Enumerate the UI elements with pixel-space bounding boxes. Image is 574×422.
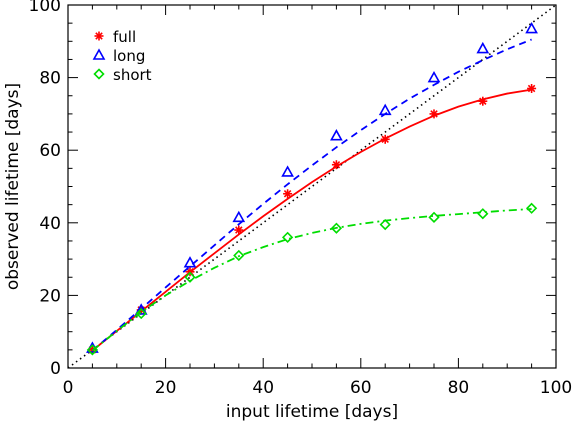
series-line-long bbox=[91, 38, 532, 352]
point-short bbox=[184, 271, 196, 283]
point-full bbox=[429, 109, 439, 119]
point-short bbox=[135, 307, 147, 320]
series-line-short bbox=[91, 208, 532, 352]
point-long bbox=[427, 70, 441, 83]
y-tick-label: 40 bbox=[39, 214, 61, 234]
series-line-full bbox=[91, 88, 532, 352]
point-short bbox=[233, 249, 245, 262]
x-tick-label: 0 bbox=[63, 378, 74, 398]
point-full bbox=[234, 225, 244, 235]
point-short bbox=[330, 222, 343, 234]
y-axis-label: observed lifetime [days] bbox=[3, 83, 23, 290]
point-long bbox=[525, 21, 538, 34]
point-short bbox=[428, 211, 440, 223]
point-long bbox=[232, 210, 246, 223]
point-long bbox=[476, 41, 490, 54]
point-full bbox=[283, 189, 293, 199]
legend-marker-full bbox=[94, 31, 104, 41]
plot-area bbox=[68, 5, 556, 368]
point-short bbox=[281, 231, 294, 243]
point-full bbox=[527, 83, 537, 93]
identity-line bbox=[68, 5, 556, 368]
x-tick-label: 40 bbox=[252, 378, 274, 398]
point-long bbox=[134, 303, 148, 315]
point-short bbox=[477, 208, 489, 220]
y-tick-label: 20 bbox=[39, 286, 61, 306]
point-short bbox=[525, 202, 538, 214]
x-axis-label: input lifetime [days] bbox=[226, 402, 398, 422]
point-full bbox=[380, 134, 390, 144]
x-tick-label: 80 bbox=[448, 378, 470, 398]
axis-tick-labels: 0 20 40 60 80 100 0 20 40 60 80 100 bbox=[29, 0, 573, 398]
point-full bbox=[331, 160, 341, 170]
y-tick-label: 60 bbox=[39, 141, 61, 161]
legend-marker-long bbox=[92, 48, 106, 60]
x-tick-label: 60 bbox=[350, 378, 372, 398]
legend-marker-short bbox=[93, 68, 105, 80]
point-full bbox=[478, 96, 488, 106]
point-long bbox=[330, 129, 343, 141]
x-tick-label: 100 bbox=[540, 378, 572, 398]
point-long bbox=[378, 103, 392, 116]
y-tick-label: 100 bbox=[29, 0, 61, 16]
legend-label-long: long bbox=[113, 47, 145, 65]
point-short bbox=[86, 344, 99, 356]
y-tick-label: 0 bbox=[50, 359, 61, 379]
legend-label-full: full bbox=[113, 28, 136, 46]
point-short bbox=[379, 218, 391, 231]
x-tick-label: 20 bbox=[155, 378, 177, 398]
y-tick-label: 80 bbox=[39, 69, 61, 89]
legend-label-short: short bbox=[113, 66, 152, 84]
point-long bbox=[183, 256, 197, 268]
point-long bbox=[281, 165, 294, 177]
axis-ticks bbox=[67, 4, 557, 369]
